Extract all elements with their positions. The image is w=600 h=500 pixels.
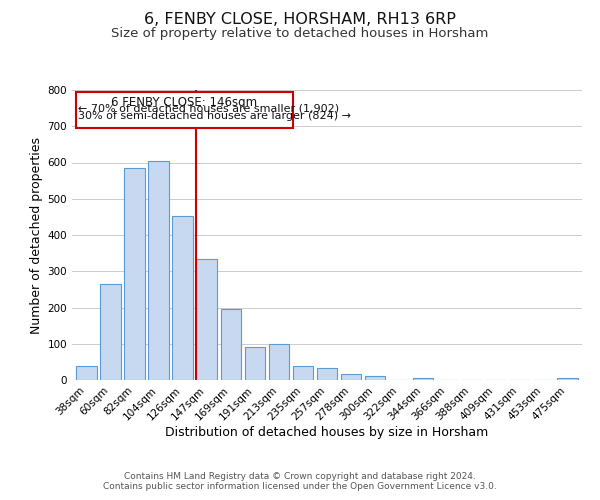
- Bar: [100, 284, 121, 380]
- Bar: [245, 348, 265, 380]
- Text: ← 70% of detached houses are smaller (1,902): ← 70% of detached houses are smaller (1,…: [79, 104, 340, 114]
- Bar: [269, 344, 289, 380]
- Bar: [172, 216, 193, 380]
- Text: Contains public sector information licensed under the Open Government Licence v3: Contains public sector information licen…: [103, 482, 497, 491]
- Text: 6, FENBY CLOSE, HORSHAM, RH13 6RP: 6, FENBY CLOSE, HORSHAM, RH13 6RP: [144, 12, 456, 28]
- Bar: [341, 374, 361, 380]
- Bar: [365, 376, 385, 380]
- Bar: [196, 260, 217, 380]
- Text: Size of property relative to detached houses in Horsham: Size of property relative to detached ho…: [112, 28, 488, 40]
- Bar: [293, 366, 313, 380]
- Bar: [124, 168, 145, 380]
- Bar: [76, 366, 97, 380]
- Y-axis label: Number of detached properties: Number of detached properties: [31, 136, 43, 334]
- Bar: [221, 308, 241, 380]
- FancyBboxPatch shape: [76, 92, 293, 128]
- Text: 30% of semi-detached houses are larger (824) →: 30% of semi-detached houses are larger (…: [79, 110, 352, 120]
- Bar: [148, 162, 169, 380]
- Text: 6 FENBY CLOSE: 146sqm: 6 FENBY CLOSE: 146sqm: [112, 96, 257, 109]
- Bar: [557, 378, 578, 380]
- Bar: [413, 378, 433, 380]
- Bar: [317, 368, 337, 380]
- Text: Contains HM Land Registry data © Crown copyright and database right 2024.: Contains HM Land Registry data © Crown c…: [124, 472, 476, 481]
- X-axis label: Distribution of detached houses by size in Horsham: Distribution of detached houses by size …: [166, 426, 488, 439]
